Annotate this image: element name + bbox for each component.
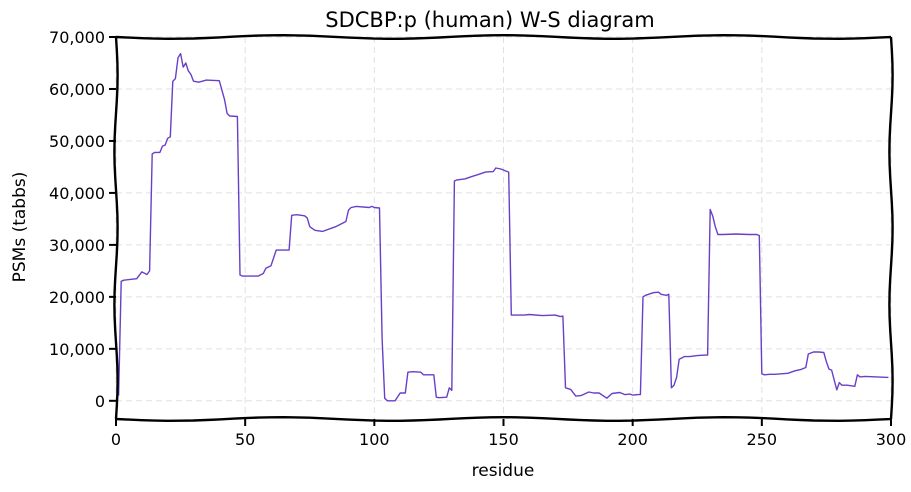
x-tick-label: 150 <box>488 430 519 449</box>
y-tick-label: 10,000 <box>49 340 105 359</box>
y-tick-label: 0 <box>95 392 105 411</box>
y-tick-label: 70,000 <box>49 28 105 47</box>
y-tick-label: 30,000 <box>49 236 105 255</box>
y-axis-label: PSMs (tabbs) <box>10 172 30 283</box>
chart-title: SDCBP:p (human) W-S diagram <box>325 8 654 32</box>
y-tick-label: 20,000 <box>49 288 105 307</box>
x-tick-label: 300 <box>876 430 907 449</box>
x-tick-label: 250 <box>747 430 778 449</box>
x-tick-label: 100 <box>359 430 390 449</box>
series-line <box>117 52 889 402</box>
plot-frame <box>113 34 894 422</box>
x-tick-label: 0 <box>111 430 121 449</box>
x-axis-label: residue <box>472 461 535 481</box>
y-tick-label: 50,000 <box>49 132 105 151</box>
y-tick-label: 60,000 <box>49 80 105 99</box>
y-axis: 0 10,000 20,000 30,000 40,000 50,000 60,000 70,… <box>49 28 116 411</box>
x-axis: 0 50 100 150 200 250 300 <box>111 419 906 449</box>
x-tick-label: 200 <box>617 430 648 449</box>
x-tick-label: 50 <box>235 430 255 449</box>
y-tick-label: 40,000 <box>49 184 105 203</box>
